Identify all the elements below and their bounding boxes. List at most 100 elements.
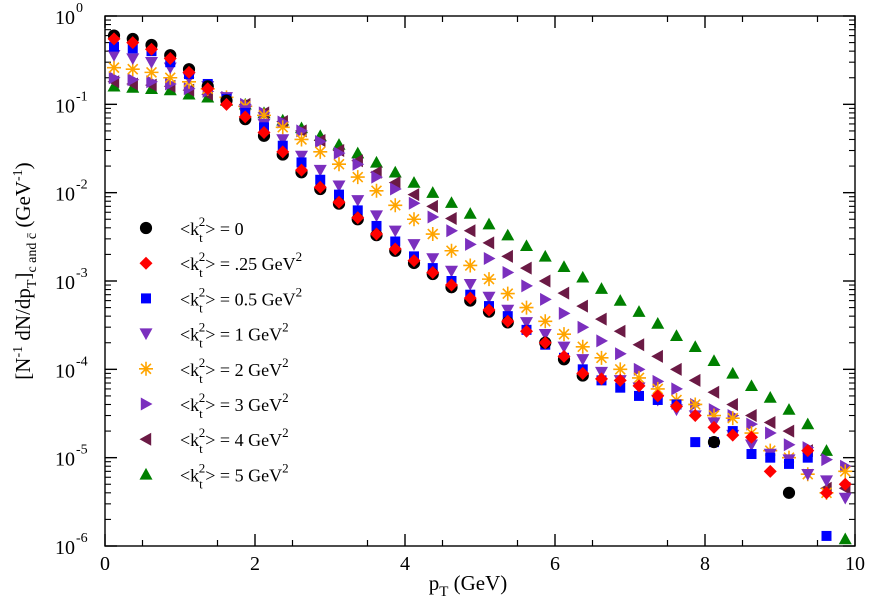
data-point: [332, 195, 346, 209]
data-point: [390, 182, 402, 196]
data-point: [652, 374, 665, 388]
data-point: [350, 170, 365, 185]
legend-item-k4: <kt2> = 4 GeV2: [139, 425, 289, 456]
data-point: [296, 157, 307, 168]
data-point: [613, 373, 627, 387]
data-point: [388, 165, 402, 178]
data-point: [615, 347, 627, 361]
y-tick-label: 10: [55, 95, 75, 117]
data-point: [613, 324, 626, 338]
y-tick-exponent: -2: [76, 178, 88, 193]
data-point: [577, 320, 590, 334]
data-point: [407, 188, 420, 202]
data-point: [370, 227, 383, 241]
legend-marker: [139, 432, 152, 446]
data-point: [220, 97, 233, 111]
data-point: [313, 144, 328, 159]
data-point: [463, 207, 477, 219]
data-point: [371, 170, 383, 184]
data-point: [427, 210, 440, 224]
data-point: [782, 486, 796, 499]
data-point: [182, 65, 196, 79]
x-tick-label: 0: [100, 553, 110, 575]
data-point: [538, 328, 552, 341]
data-point: [388, 198, 403, 213]
y-tick-exponent: -3: [76, 266, 88, 281]
data-point: [126, 53, 140, 66]
data-point: [651, 389, 665, 403]
data-point: [613, 294, 627, 306]
data-point: [725, 411, 740, 426]
y-tick-exponent: 0: [76, 1, 83, 16]
data-point: [594, 350, 609, 365]
data-point: [482, 236, 495, 250]
legend-marker: [139, 328, 153, 341]
y-tick-exponent: -4: [76, 354, 88, 369]
data-point: [838, 477, 852, 491]
data-point: [557, 327, 571, 342]
x-axis-label: pT (GeV): [429, 571, 508, 600]
data-point: [332, 157, 346, 172]
data-point: [275, 120, 290, 135]
data-point: [145, 56, 158, 69]
data-point: [107, 60, 121, 75]
data-point: [408, 196, 421, 210]
data-point: [426, 199, 438, 213]
data-point: [370, 155, 383, 168]
data-point: [483, 251, 496, 265]
data-point: [295, 163, 308, 177]
data-point: [707, 385, 720, 399]
data-point: [576, 366, 590, 380]
data-point: [688, 397, 703, 412]
legend-marker: [141, 293, 151, 304]
data-point: [763, 464, 777, 478]
data-point: [801, 417, 815, 430]
data-point: [782, 424, 795, 438]
data-point: [688, 409, 702, 423]
data-point: [596, 334, 608, 348]
data-point: [557, 260, 571, 272]
legend-label: <kt2> = 0.5 GeV2: [180, 284, 302, 315]
data-point: [595, 372, 608, 386]
y-tick-label: 10: [55, 272, 75, 294]
legend-item-k5: <kt2> = 5 GeV2: [139, 460, 289, 491]
data-point: [482, 303, 496, 317]
data-point: [501, 314, 515, 328]
data-point: [426, 265, 440, 279]
data-point: [501, 304, 515, 317]
data-point: [276, 145, 290, 159]
data-point: [520, 324, 533, 338]
data-point: [276, 134, 290, 146]
data-point: [538, 249, 552, 262]
legend-item-k0: <kt2> = 0: [139, 214, 244, 245]
data-point: [538, 336, 552, 350]
data-point: [501, 228, 515, 241]
data-point: [315, 134, 327, 148]
data-point: [540, 292, 552, 306]
data-point: [407, 239, 421, 251]
data-point: [632, 370, 646, 385]
data-point: [351, 195, 365, 207]
data-point: [388, 176, 401, 190]
data-point: [726, 397, 738, 411]
y-tick-exponent: -5: [76, 443, 88, 458]
data-point: [557, 341, 571, 354]
data-point: [107, 32, 121, 46]
data-point: [707, 436, 721, 449]
legend-item-k1: <kt2> = 1 GeV2: [139, 320, 289, 351]
data-point: [671, 382, 683, 396]
data-point: [558, 306, 571, 320]
data-point: [670, 329, 683, 341]
data-point: [784, 458, 794, 469]
data-point: [445, 278, 458, 292]
legend-marker: [140, 397, 153, 411]
data-point: [801, 444, 815, 458]
data-point: [650, 381, 665, 396]
data-point: [632, 379, 646, 393]
legend-label: <kt2> = 4 GeV2: [180, 425, 289, 456]
data-point: [426, 186, 440, 198]
data-point: [765, 452, 776, 463]
y-tick-label: 10: [55, 184, 75, 206]
data-point: [463, 258, 478, 273]
